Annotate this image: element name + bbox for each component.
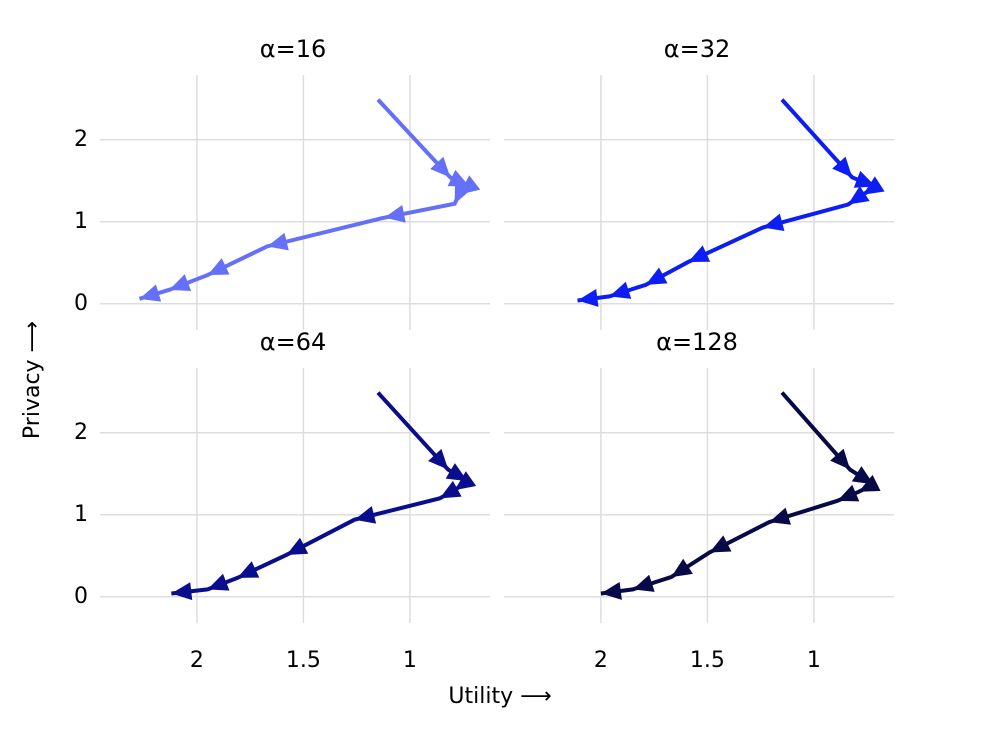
- y-tick-label: 1: [74, 502, 88, 527]
- arrowhead: [171, 582, 193, 601]
- arrowhead: [762, 213, 785, 231]
- arrowhead: [439, 480, 462, 499]
- arrowhead: [577, 289, 599, 307]
- arrowhead: [832, 156, 853, 178]
- arrowhead: [207, 258, 230, 276]
- arrowhead: [769, 507, 791, 525]
- y-axis-label: Privacy ⟶: [20, 321, 45, 439]
- arrowhead: [862, 176, 885, 195]
- y-tick-label: 2: [74, 420, 88, 445]
- arrowhead: [267, 232, 289, 251]
- arrowhead: [428, 448, 449, 470]
- x-tick-label: 2: [594, 648, 608, 673]
- x-tick-label: 1: [403, 648, 417, 673]
- y-tick-label: 2: [74, 127, 88, 152]
- x-tick-label: 1: [807, 648, 821, 673]
- subplot-title: α=128: [656, 328, 738, 356]
- subplot-title: α=16: [260, 35, 326, 63]
- arrowhead: [430, 156, 451, 178]
- arrowhead: [830, 448, 851, 470]
- arrowhead: [632, 574, 655, 592]
- arrowhead: [671, 558, 693, 578]
- subplot-title: α=64: [260, 328, 326, 356]
- subplot-title: α=32: [664, 35, 730, 63]
- arrowhead: [709, 535, 732, 553]
- y-tick-label: 0: [74, 584, 88, 609]
- arrowhead: [454, 471, 477, 491]
- arrowhead: [237, 561, 260, 578]
- x-tick-label: 1.5: [286, 648, 321, 673]
- arrowhead: [645, 267, 668, 285]
- x-tick-label: 2: [190, 648, 204, 673]
- trajectory: [171, 391, 472, 596]
- arrowhead: [384, 204, 406, 223]
- arrowhead: [445, 463, 468, 482]
- arrowhead: [447, 169, 470, 187]
- arrowhead: [454, 181, 472, 204]
- arrowhead: [609, 281, 632, 299]
- trajectory: [138, 98, 474, 301]
- arrowhead: [286, 537, 309, 555]
- arrowhead: [139, 284, 162, 302]
- y-tick-label: 0: [74, 291, 88, 316]
- y-tick-label: 1: [74, 209, 88, 234]
- arrowhead: [851, 466, 874, 485]
- x-axis-label: Utility ⟶: [448, 684, 551, 709]
- arrowhead: [688, 245, 711, 262]
- arrowhead: [858, 474, 881, 492]
- arrowhead: [207, 573, 230, 591]
- trajectory: [600, 391, 878, 596]
- arrowhead: [169, 274, 192, 292]
- arrowhead: [847, 186, 870, 205]
- x-tick-label: 1.5: [690, 648, 725, 673]
- arrowhead: [837, 484, 860, 502]
- arrowhead: [600, 582, 622, 600]
- trajectory: [577, 98, 881, 303]
- arrowhead: [354, 506, 377, 524]
